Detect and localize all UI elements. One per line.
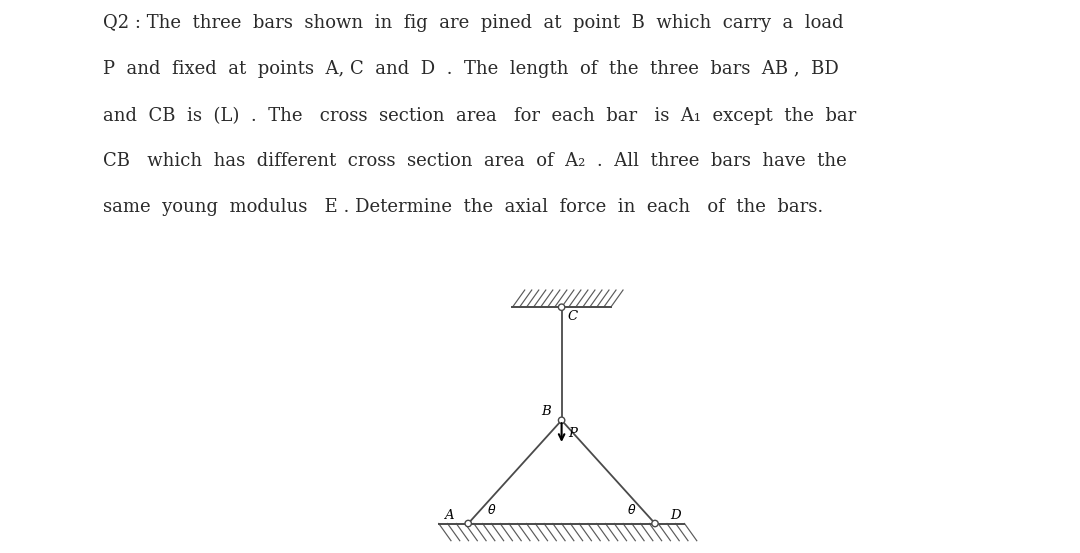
Text: $\theta$: $\theta$ [487, 503, 496, 518]
Circle shape [558, 417, 565, 424]
Circle shape [465, 520, 471, 526]
Circle shape [558, 304, 565, 310]
Text: P  and  fixed  at  points  A, C  and  D  .  The  length  of  the  three  bars  A: P and fixed at points A, C and D . The l… [103, 60, 838, 79]
Circle shape [652, 520, 658, 526]
Text: A: A [444, 509, 454, 522]
Text: P: P [568, 427, 577, 440]
Text: CB   which  has  different  cross  section  area  of  A₂  .  All  three  bars  h: CB which has different cross section are… [103, 153, 847, 170]
Text: $\theta$: $\theta$ [627, 503, 636, 518]
Text: C: C [568, 310, 578, 323]
Text: D: D [670, 509, 680, 522]
Text: same  young  modulus   E . Determine  the  axial  force  in  each   of  the  bar: same young modulus E . Determine the axi… [103, 199, 823, 216]
Text: Q2 : The  three  bars  shown  in  fig  are  pined  at  point  B  which  carry  a: Q2 : The three bars shown in fig are pin… [103, 14, 843, 33]
Text: and  CB  is  (L)  .  The   cross  section  area   for  each  bar   is  A₁  excep: and CB is (L) . The cross section area f… [103, 106, 855, 124]
Text: B: B [541, 405, 551, 418]
